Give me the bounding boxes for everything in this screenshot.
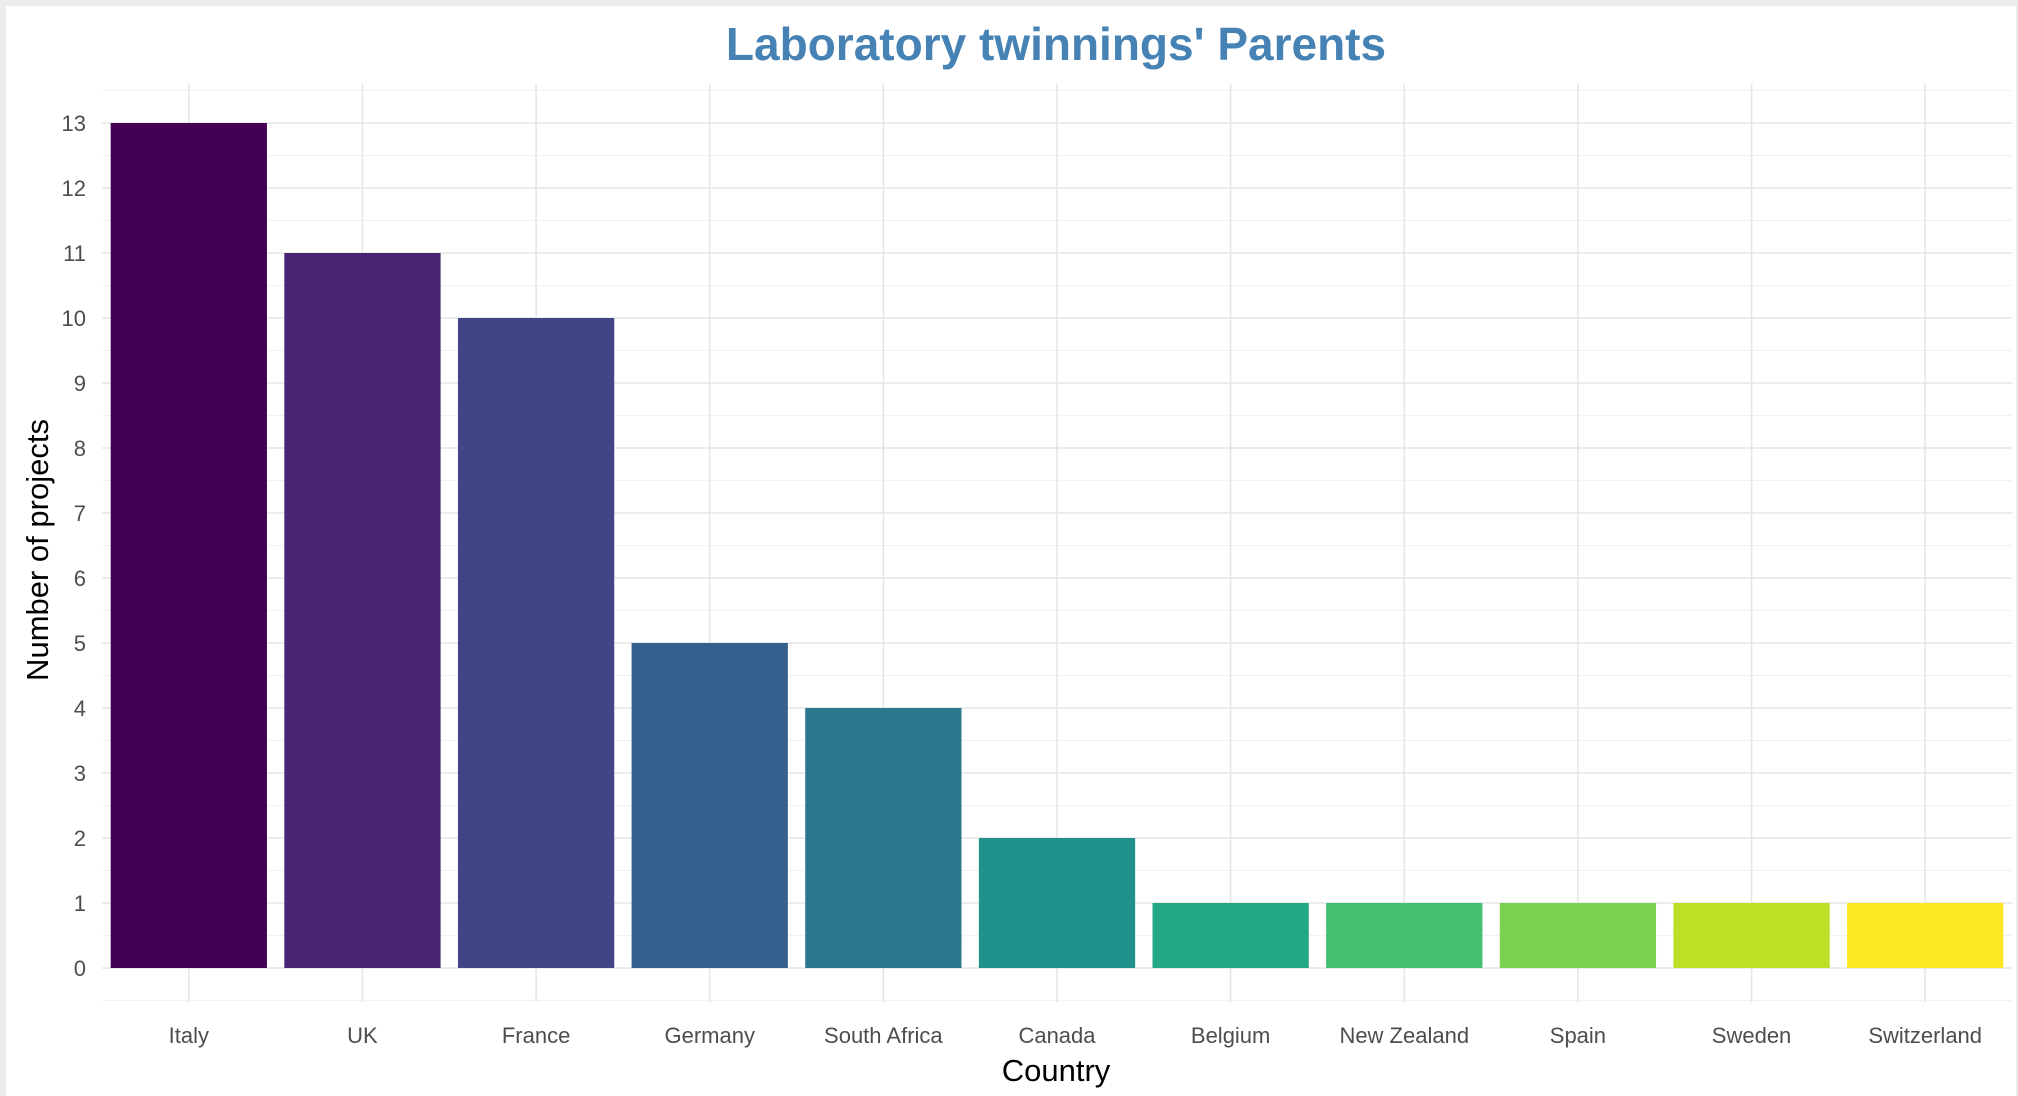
x-tick-label: Belgium (1191, 1023, 1270, 1048)
bar-switzerland (1847, 903, 2004, 968)
bars (110, 123, 2004, 968)
y-axis-title: Number of projects (20, 419, 55, 681)
y-tick-label: 1 (74, 891, 86, 916)
x-tick-label: New Zealand (1339, 1023, 1469, 1048)
x-axis-title: Country (1002, 1053, 1111, 1088)
y-tick-label: 3 (74, 761, 86, 786)
x-tick-label: Sweden (1712, 1023, 1792, 1048)
y-tick-label: 12 (62, 176, 86, 201)
bar-canada (978, 838, 1136, 968)
x-tick-label: Italy (169, 1023, 209, 1048)
bar-belgium (1152, 903, 1309, 968)
x-tick-label: Germany (664, 1023, 754, 1048)
x-tick-label: UK (347, 1023, 378, 1048)
y-tick-label: 13 (62, 111, 86, 136)
bar-new-zealand (1326, 903, 1483, 968)
bar-sweden (1673, 903, 1830, 968)
bar-uk (284, 253, 441, 968)
y-tick-label: 10 (62, 306, 86, 331)
chart-title: Laboratory twinnings' Parents (726, 18, 1386, 70)
y-tick-label: 9 (74, 371, 86, 396)
x-tick-label: Switzerland (1868, 1023, 1982, 1048)
x-tick-label: France (502, 1023, 570, 1048)
bar-italy (110, 123, 267, 968)
x-axis-ticks: Italy UK France Germany South Africa Canada Be… (169, 1023, 1982, 1048)
chart-panel: 0 1 2 3 4 5 6 7 8 9 10 11 12 13 Italy UK France Germany S… (6, 6, 2016, 1096)
y-tick-label: 8 (74, 436, 86, 461)
y-tick-label: 2 (74, 826, 86, 851)
y-tick-label: 7 (74, 501, 86, 526)
y-tick-label: 4 (74, 696, 86, 721)
x-tick-label: South Africa (824, 1023, 943, 1048)
bar-south-africa (805, 708, 962, 968)
x-tick-label: Canada (1018, 1023, 1096, 1048)
y-tick-label: 11 (63, 241, 86, 266)
bar-france (457, 318, 615, 968)
y-tick-label: 5 (74, 631, 86, 656)
bar-germany (631, 643, 788, 968)
bar-spain (1499, 903, 1657, 968)
y-tick-label: 6 (74, 566, 86, 591)
x-tick-label: Spain (1550, 1023, 1606, 1048)
y-tick-label: 0 (74, 956, 86, 981)
